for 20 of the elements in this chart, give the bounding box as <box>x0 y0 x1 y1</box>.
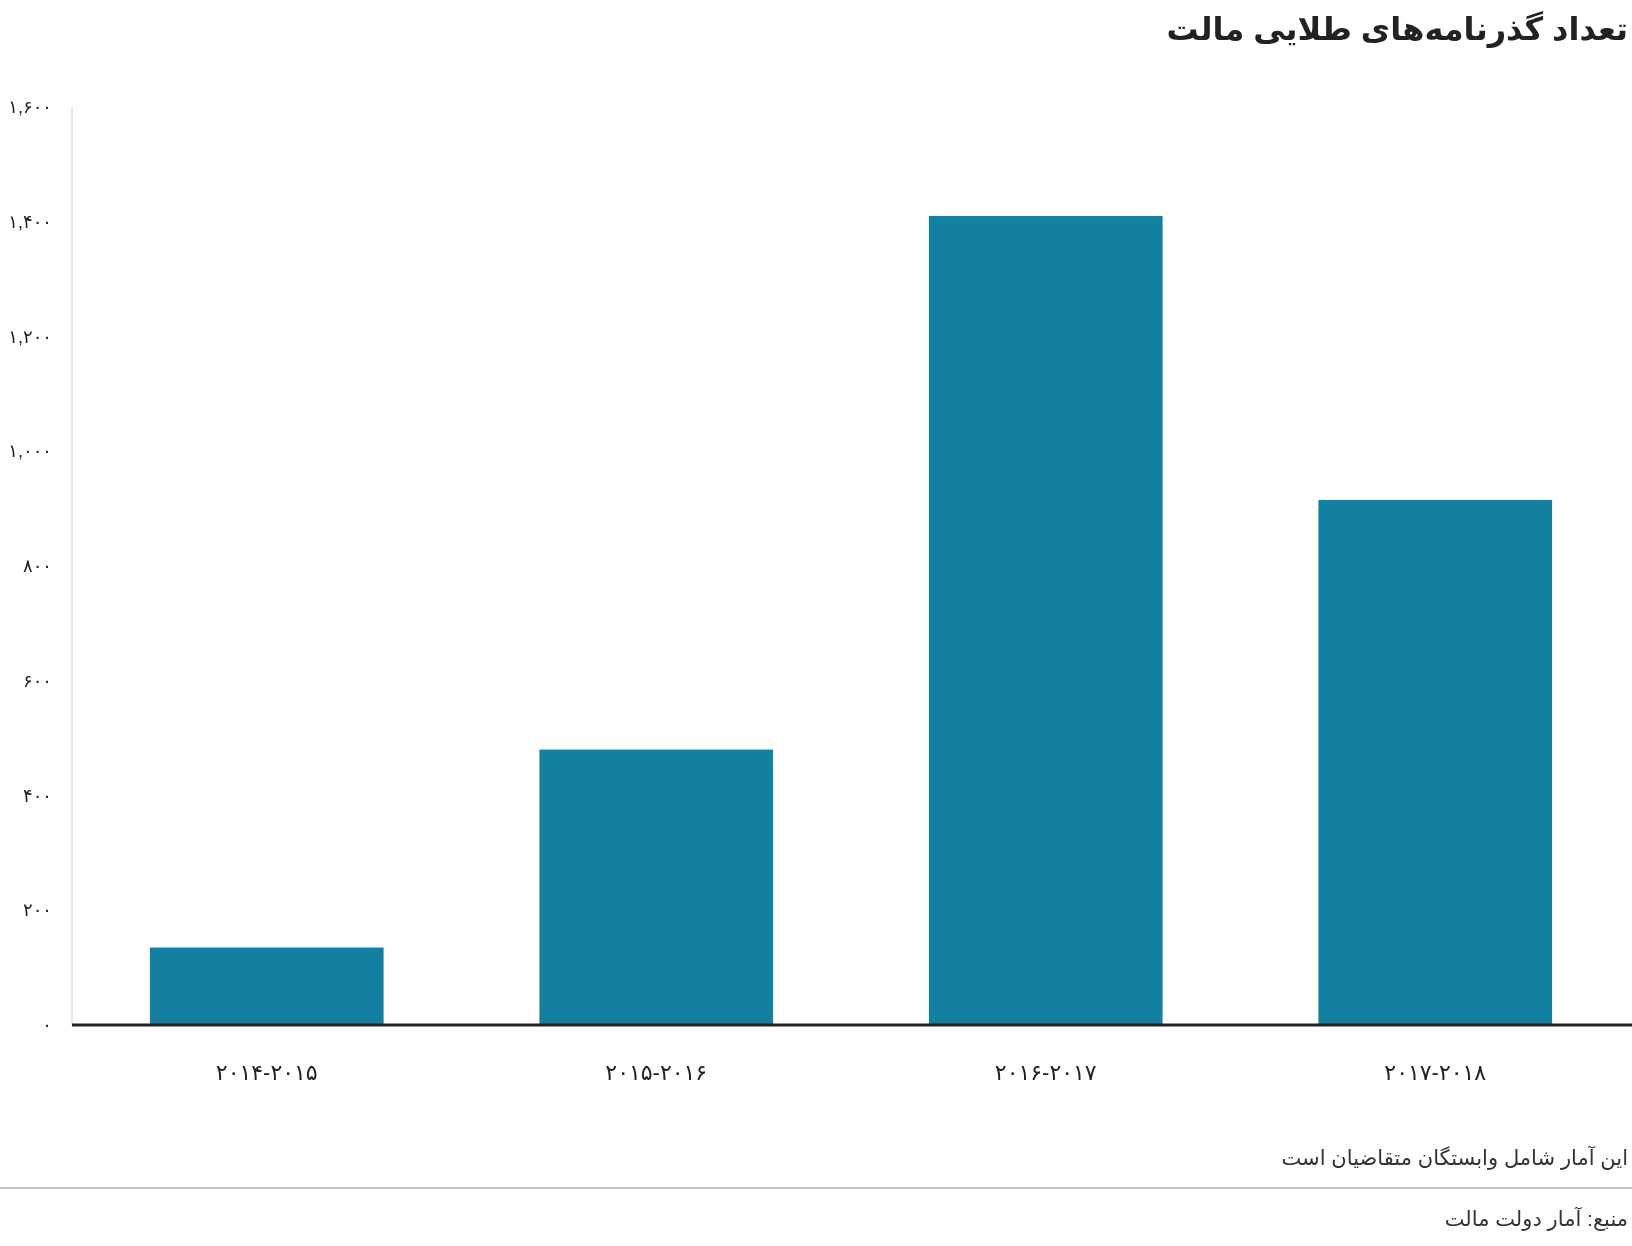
y-tick-label: ۲۰۰ <box>22 900 52 921</box>
bar <box>1318 500 1553 1025</box>
y-tick-label: ۴۰۰ <box>22 785 52 806</box>
bar <box>539 749 774 1025</box>
bar <box>928 216 1163 1025</box>
x-tick-label: ۲۰۱۴-۲۰۱۵ <box>215 1060 318 1085</box>
bar <box>149 947 384 1025</box>
x-tick-label: ۲۰۱۶-۲۰۱۷ <box>994 1060 1097 1085</box>
text: منبع: آمار دولت مالت <box>1444 1206 1628 1231</box>
x-tick-label: ۲۰۱۵-۲۰۱۶ <box>605 1060 708 1085</box>
y-tick-label: ۱,۴۰۰ <box>8 211 52 232</box>
y-tick-label: ۶۰۰ <box>22 670 52 691</box>
y-tick-label: ۸۰۰ <box>22 556 52 576</box>
x-tick-label: ۲۰۱۷-۲۰۱۸ <box>1384 1060 1487 1085</box>
y-tick-label: ۱,۲۰۰ <box>8 326 52 347</box>
y-tick-label: ۱,۰۰۰ <box>8 441 52 462</box>
y-tick-label: ۱,۶۰۰ <box>8 97 52 117</box>
y-tick-label: ۰ <box>42 1015 52 1035</box>
text: این آمار شامل وابستگان متقاضیان است <box>1281 1145 1628 1170</box>
chart-title: تعداد گذرنامه‌های طلایی مالت <box>1166 10 1628 48</box>
